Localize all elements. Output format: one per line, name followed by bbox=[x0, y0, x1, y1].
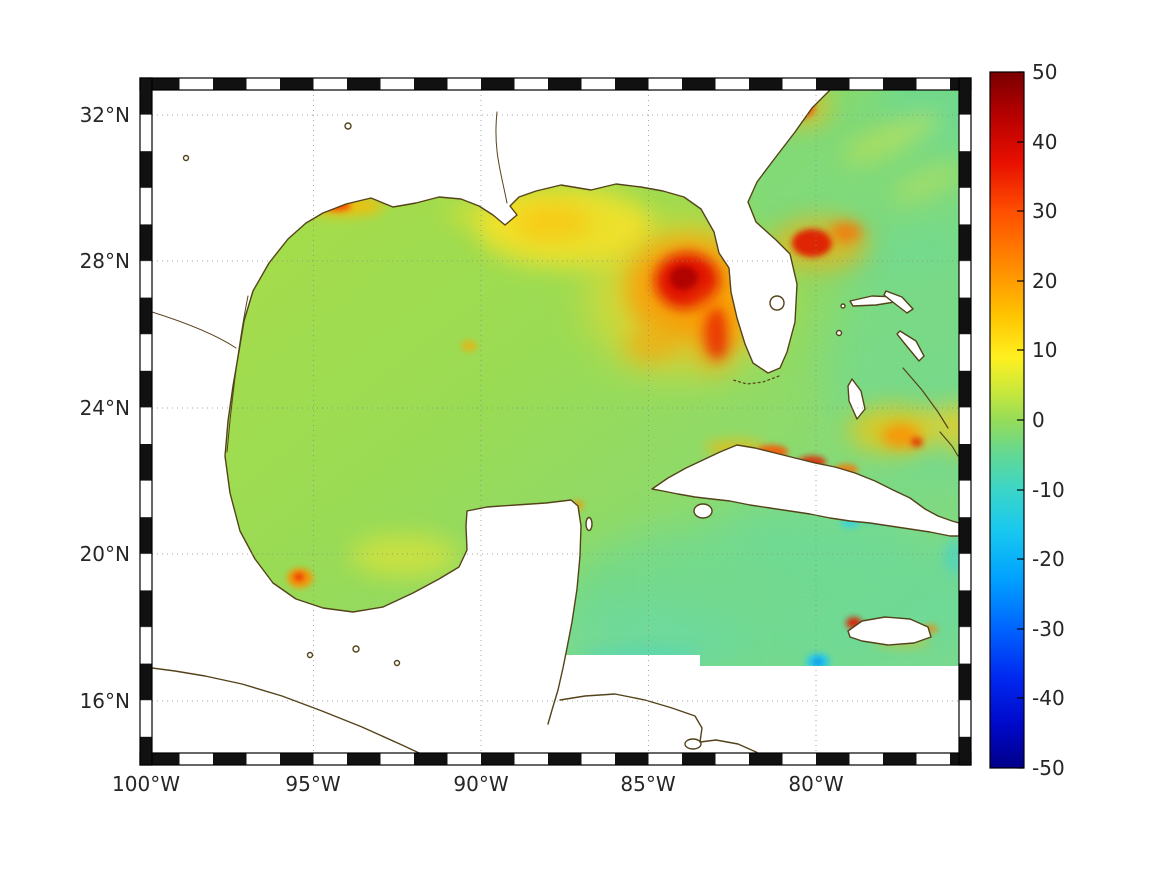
cuba bbox=[651, 444, 959, 537]
exuma-chain bbox=[902, 367, 949, 429]
isle-of-youth bbox=[693, 503, 713, 519]
colorbar-tick-label: -50 bbox=[1032, 756, 1065, 780]
x-tick-label: 80°W bbox=[788, 772, 844, 796]
y-tick-label: 20°N bbox=[79, 542, 130, 566]
y-tick-label: 32°N bbox=[79, 103, 130, 127]
colorbar-tick-label: 50 bbox=[1032, 60, 1058, 84]
x-tick-label: 95°W bbox=[285, 772, 341, 796]
x-tick-label: 85°W bbox=[620, 772, 676, 796]
mainland-coast bbox=[224, 90, 831, 725]
colorbar-tick-label: 20 bbox=[1032, 269, 1058, 293]
y-tick-label: 24°N bbox=[79, 396, 130, 420]
honduras-coast bbox=[559, 693, 760, 753]
long-island-bahamas bbox=[939, 431, 959, 457]
mississippi-river bbox=[495, 111, 508, 204]
lake bbox=[182, 154, 190, 162]
colorbar-tick-label: -20 bbox=[1032, 547, 1065, 571]
colorbar-tick-label: 40 bbox=[1032, 130, 1058, 154]
coastlines bbox=[152, 90, 959, 753]
colorbar-tick-label: -30 bbox=[1032, 617, 1065, 641]
cozumel bbox=[585, 516, 593, 532]
colorbar-tick-label: -10 bbox=[1032, 478, 1065, 502]
andros bbox=[847, 378, 866, 420]
pacific-coast bbox=[152, 667, 421, 753]
florida-keys bbox=[732, 375, 780, 385]
islands bbox=[585, 290, 959, 646]
colorbar-tick-label: 10 bbox=[1032, 338, 1058, 362]
lake bbox=[684, 738, 702, 750]
lake bbox=[344, 122, 352, 130]
lake bbox=[352, 645, 360, 653]
x-tick-label: 90°W bbox=[453, 772, 509, 796]
abaco bbox=[883, 290, 914, 314]
lake-okeechobee bbox=[769, 295, 785, 311]
map-frame bbox=[139, 77, 972, 766]
lake bbox=[393, 659, 401, 667]
colorbar-tick-label: 0 bbox=[1032, 408, 1045, 432]
colorbar-tick-label: 30 bbox=[1032, 199, 1058, 223]
y-tick-label: 28°N bbox=[79, 249, 130, 273]
eleuthera bbox=[896, 330, 925, 362]
colorbar-tick-label: -40 bbox=[1032, 686, 1065, 710]
bimini bbox=[835, 329, 843, 337]
graticule bbox=[152, 90, 959, 753]
colorbar bbox=[989, 71, 1025, 769]
lake bbox=[306, 651, 314, 659]
jamaica bbox=[847, 616, 932, 646]
x-tick-label: 100°W bbox=[112, 772, 180, 796]
colorbar-ticks bbox=[1017, 71, 1024, 769]
y-tick-label: 16°N bbox=[79, 689, 130, 713]
texas-lagoon bbox=[226, 295, 249, 453]
cay bbox=[840, 303, 846, 309]
rio-grande bbox=[152, 311, 237, 349]
